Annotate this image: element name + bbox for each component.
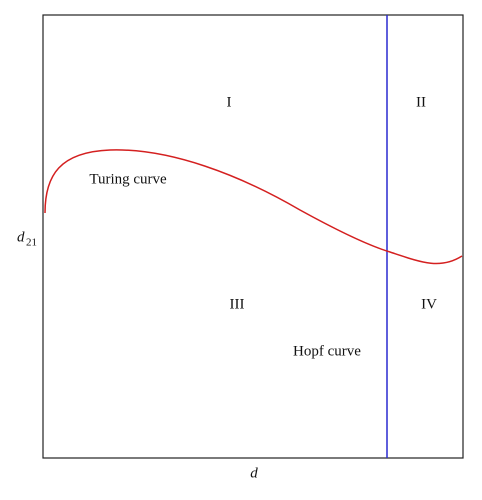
region-label: II bbox=[416, 94, 426, 110]
x-axis-label: d bbox=[250, 465, 258, 481]
region-label: III bbox=[230, 296, 245, 312]
curve-label: Turing curve bbox=[89, 171, 167, 187]
region-label: IV bbox=[421, 296, 437, 312]
region-label: I bbox=[227, 94, 232, 110]
y-axis-subscript: 21 bbox=[26, 237, 37, 249]
y-axis-label: d bbox=[17, 229, 25, 245]
curve-label: Hopf curve bbox=[293, 343, 361, 359]
plot-frame bbox=[42, 14, 464, 459]
turing-curve bbox=[44, 149, 463, 265]
